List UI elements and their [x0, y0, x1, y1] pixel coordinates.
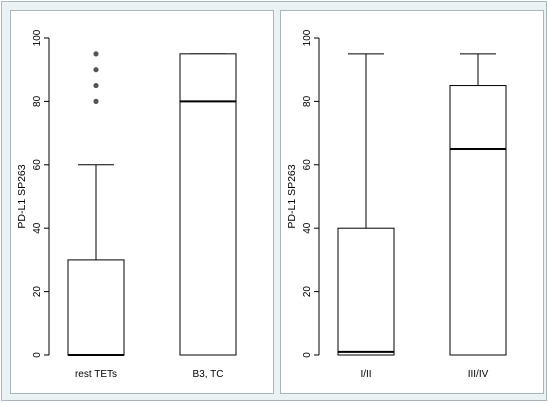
outlier-point [93, 67, 99, 73]
outlier-point [93, 82, 99, 89]
y-tick-label: 60 [32, 159, 43, 171]
outlier-point [93, 98, 99, 104]
x-category-label: rest TETs [75, 369, 117, 380]
y-tick-label: 100 [302, 29, 313, 46]
boxplot-panel-histology: 0 20 40 60 80 100 PD-L1 SP263 rest TETs B3, TC [10, 10, 274, 394]
x-category-label: B3, TC [193, 369, 224, 380]
y-tick-label: 60 [302, 159, 313, 171]
y-tick-label: 80 [32, 95, 43, 107]
y-tick-label: 20 [32, 286, 43, 298]
boxplot-histology-svg: 0 20 40 60 80 100 PD-L1 SP263 rest TETs B3, TC [16, 29, 237, 380]
x-category-label: III/IV [468, 369, 489, 380]
boxplot-stage-svg: 0 20 40 60 80 100 PD-L1 SP263 I/II III/IV [286, 29, 507, 380]
x-category-label: I/II [360, 369, 371, 380]
outlier-point [93, 51, 99, 57]
y-axis-label: PD-L1 SP263 [16, 164, 28, 228]
y-tick-label: 0 [302, 352, 313, 358]
iqr-box [67, 259, 125, 356]
y-tick-label: 20 [302, 286, 313, 298]
y-tick-label: 40 [302, 222, 313, 234]
iqr-box [179, 53, 237, 356]
y-tick-label: 0 [32, 352, 43, 358]
y-tick-label: 40 [32, 222, 43, 234]
y-axis-label: PD-L1 SP263 [286, 164, 298, 228]
iqr-box [337, 227, 395, 356]
y-tick-label: 100 [32, 29, 43, 46]
y-tick-label: 80 [302, 95, 313, 107]
boxplot-panel-stage: 0 20 40 60 80 100 PD-L1 SP263 I/II III/IV [280, 10, 544, 394]
iqr-box [449, 85, 507, 356]
